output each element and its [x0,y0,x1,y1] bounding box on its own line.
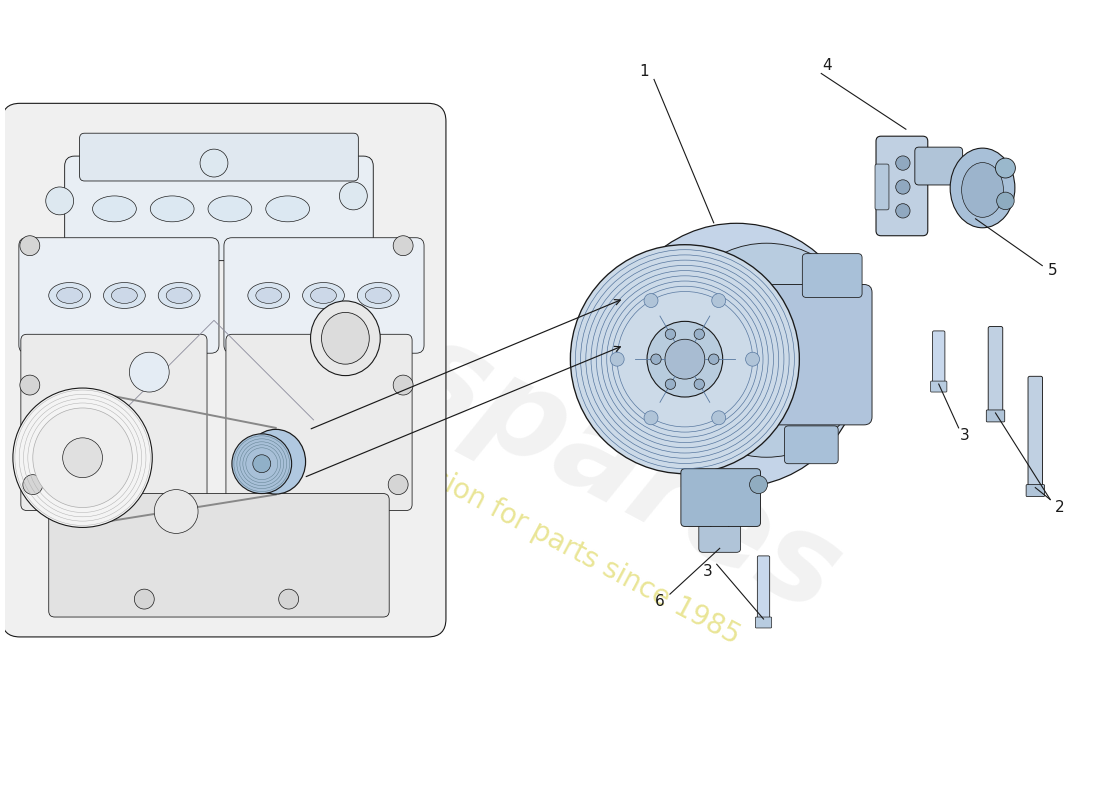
Ellipse shape [950,148,1015,228]
Circle shape [134,589,154,609]
FancyBboxPatch shape [987,410,1004,422]
Circle shape [708,354,719,364]
Ellipse shape [310,301,381,376]
Ellipse shape [158,282,200,309]
FancyBboxPatch shape [79,134,359,181]
FancyBboxPatch shape [65,156,373,261]
FancyBboxPatch shape [681,469,760,526]
Circle shape [63,438,102,478]
Circle shape [23,474,43,494]
FancyBboxPatch shape [876,136,927,236]
Ellipse shape [48,282,90,309]
Ellipse shape [151,196,194,222]
Ellipse shape [664,243,869,458]
Circle shape [749,476,768,494]
Circle shape [13,388,152,527]
Circle shape [393,236,414,256]
FancyBboxPatch shape [915,147,962,185]
Circle shape [666,379,675,390]
Circle shape [712,294,726,307]
Text: a passion for parts since 1985: a passion for parts since 1985 [361,429,745,650]
FancyBboxPatch shape [767,285,872,425]
Circle shape [278,589,298,609]
FancyBboxPatch shape [931,381,947,392]
Circle shape [571,245,800,474]
Ellipse shape [961,162,1003,218]
Text: 3: 3 [703,564,713,578]
Ellipse shape [256,287,282,303]
FancyBboxPatch shape [698,522,740,552]
Ellipse shape [310,287,337,303]
FancyBboxPatch shape [1026,485,1045,497]
Text: 5: 5 [1047,263,1057,278]
FancyBboxPatch shape [1028,376,1043,490]
Circle shape [997,192,1014,210]
Circle shape [895,180,910,194]
Circle shape [388,474,408,494]
Ellipse shape [266,196,309,222]
FancyBboxPatch shape [226,334,412,510]
FancyBboxPatch shape [19,238,219,354]
FancyBboxPatch shape [988,326,1003,414]
Circle shape [666,329,675,339]
FancyBboxPatch shape [21,334,207,510]
Circle shape [694,329,704,339]
Circle shape [33,408,132,507]
Ellipse shape [365,287,392,303]
Ellipse shape [302,282,344,309]
Ellipse shape [321,312,370,364]
FancyBboxPatch shape [48,494,389,617]
Circle shape [46,187,74,215]
Text: eurospares: eurospares [106,161,860,639]
FancyBboxPatch shape [2,103,446,637]
Circle shape [651,354,661,364]
Text: 6: 6 [656,594,664,609]
FancyBboxPatch shape [224,238,424,354]
Circle shape [340,182,367,210]
Ellipse shape [609,223,864,487]
Circle shape [694,379,704,390]
Circle shape [130,352,169,392]
Circle shape [645,411,658,425]
Circle shape [996,158,1015,178]
Circle shape [200,149,228,177]
Circle shape [645,294,658,307]
FancyBboxPatch shape [757,556,770,621]
Ellipse shape [245,430,306,494]
Ellipse shape [92,196,136,222]
Circle shape [746,352,759,366]
Ellipse shape [103,282,145,309]
FancyBboxPatch shape [874,164,889,210]
FancyBboxPatch shape [933,331,945,386]
Ellipse shape [166,287,192,303]
Circle shape [666,339,705,379]
Ellipse shape [248,282,289,309]
Circle shape [154,490,198,534]
Ellipse shape [57,287,82,303]
Circle shape [20,375,40,395]
Circle shape [647,322,723,397]
Circle shape [393,375,414,395]
Text: 4: 4 [823,58,832,73]
Text: 3: 3 [959,428,969,443]
Ellipse shape [111,287,138,303]
Circle shape [253,454,271,473]
Text: 1: 1 [639,64,649,79]
FancyBboxPatch shape [756,617,772,628]
FancyBboxPatch shape [784,426,838,464]
Text: 2: 2 [1055,500,1065,515]
Circle shape [20,236,40,256]
Circle shape [895,156,910,170]
Circle shape [232,434,292,494]
FancyBboxPatch shape [802,254,862,298]
Ellipse shape [358,282,399,309]
Circle shape [895,204,910,218]
Ellipse shape [208,196,252,222]
Circle shape [712,411,726,425]
Circle shape [610,352,624,366]
